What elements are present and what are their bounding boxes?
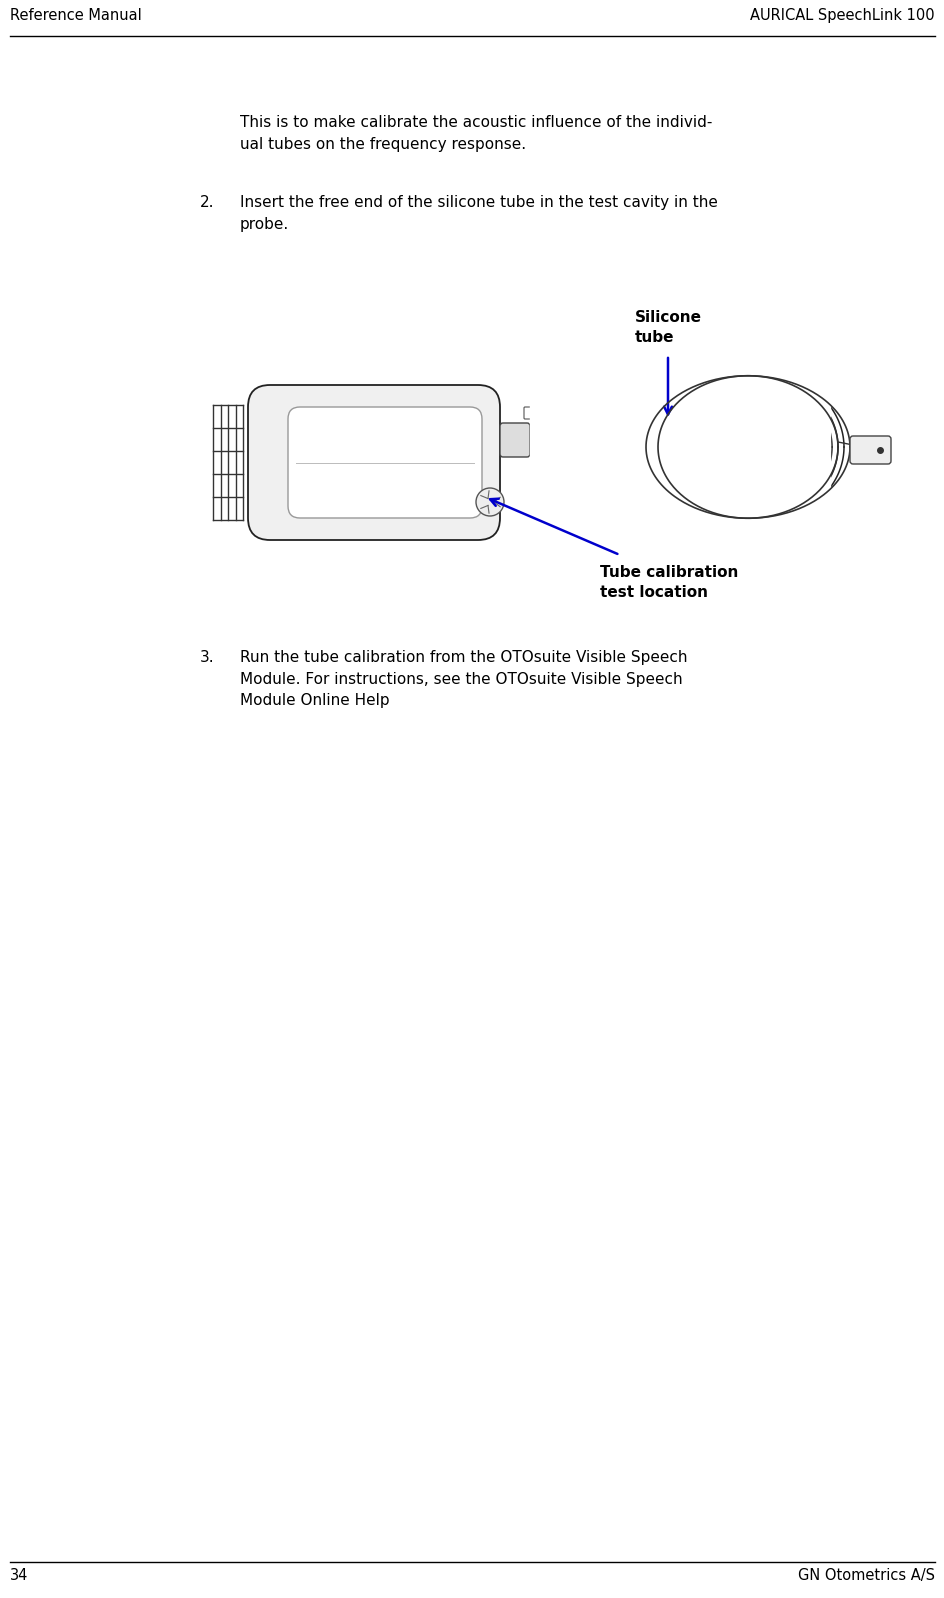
Bar [530,340,829,559]
FancyBboxPatch shape [523,407,539,419]
Text: Reference Manual: Reference Manual [10,8,142,22]
Text: This is to make calibrate the acoustic influence of the individ-
ual tubes on th: This is to make calibrate the acoustic i… [240,115,712,152]
FancyBboxPatch shape [288,407,481,518]
Text: 34: 34 [10,1568,28,1584]
Text: 3.: 3. [200,650,214,665]
Text: Insert the free end of the silicone tube in the test cavity in the
probe.: Insert the free end of the silicone tube… [240,195,717,232]
Text: Run the tube calibration from the OTOsuite Visible Speech
Module. For instructio: Run the tube calibration from the OTOsui… [240,650,687,708]
FancyBboxPatch shape [849,436,890,463]
Text: AURICAL SpeechLink 100: AURICAL SpeechLink 100 [750,8,934,22]
Text: GN Otometrics A/S: GN Otometrics A/S [797,1568,934,1584]
Text: 2.: 2. [200,195,214,209]
FancyBboxPatch shape [247,385,499,540]
Circle shape [476,487,503,516]
Text: Tube calibration
test location: Tube calibration test location [599,566,737,599]
Text: Silicone
tube: Silicone tube [634,310,701,345]
FancyBboxPatch shape [499,423,530,457]
